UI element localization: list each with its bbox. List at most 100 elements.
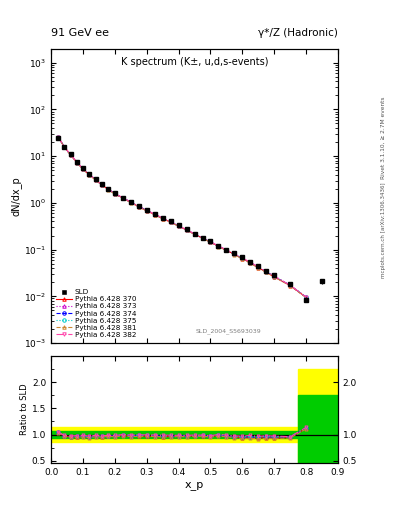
Pythia 6.428 381 [56,134,61,140]
Pythia 6.428 382 [100,182,105,188]
Pythia 6.428 375 [81,166,85,172]
Pythia 6.428 375 [136,203,141,209]
Pythia 6.428 381 [106,186,111,193]
Pythia 6.428 370 [75,160,80,166]
Pythia 6.428 381 [100,182,105,188]
Pythia 6.428 370 [106,186,111,193]
Y-axis label: dN/dx_p: dN/dx_p [10,176,21,216]
Pythia 6.428 375 [100,182,105,188]
Pythia 6.428 373 [100,182,105,188]
Pythia 6.428 375 [288,282,292,288]
Pythia 6.428 382 [272,273,277,279]
Pythia 6.428 373 [144,207,149,214]
Pythia 6.428 375 [176,223,181,229]
Legend: SLD, Pythia 6.428 370, Pythia 6.428 373, Pythia 6.428 374, Pythia 6.428 375, Pyt: SLD, Pythia 6.428 370, Pythia 6.428 373,… [55,288,138,339]
Pythia 6.428 381 [272,274,277,280]
Pythia 6.428 370 [224,247,229,253]
Pythia 6.428 374 [200,235,205,241]
Pythia 6.428 382 [87,172,92,178]
Pythia 6.428 374 [112,191,117,197]
Line: Pythia 6.428 373: Pythia 6.428 373 [57,135,308,298]
Pythia 6.428 370 [62,144,67,151]
Pythia 6.428 374 [56,134,61,140]
Pythia 6.428 370 [208,239,213,245]
Pythia 6.428 381 [120,195,125,201]
Pythia 6.428 370 [184,227,189,233]
Pythia 6.428 374 [94,177,98,183]
Pythia 6.428 373 [200,235,205,241]
Pythia 6.428 375 [56,134,61,140]
Pythia 6.428 381 [288,283,292,289]
Text: Rivet 3.1.10, ≥ 2.7M events: Rivet 3.1.10, ≥ 2.7M events [381,97,386,180]
Pythia 6.428 382 [112,190,117,197]
Pythia 6.428 374 [248,260,253,266]
Pythia 6.428 373 [256,264,261,270]
Pythia 6.428 375 [224,247,229,253]
Pythia 6.428 381 [208,239,213,245]
Pythia 6.428 370 [232,251,237,258]
Pythia 6.428 370 [168,219,173,225]
Pythia 6.428 373 [192,231,197,237]
Pythia 6.428 374 [152,211,157,218]
Pythia 6.428 375 [256,264,261,270]
Pythia 6.428 373 [272,273,277,279]
Pythia 6.428 370 [94,177,98,183]
Pythia 6.428 375 [144,207,149,214]
Pythia 6.428 374 [62,144,67,150]
Pythia 6.428 374 [208,239,213,245]
Pythia 6.428 374 [256,264,261,270]
Pythia 6.428 374 [192,231,197,237]
Pythia 6.428 382 [144,207,149,214]
Pythia 6.428 382 [62,144,67,150]
Pythia 6.428 382 [56,134,61,140]
Pythia 6.428 382 [120,195,125,201]
Pythia 6.428 373 [216,243,221,249]
Pythia 6.428 370 [216,243,221,249]
Pythia 6.428 370 [56,134,61,140]
Y-axis label: Ratio to SLD: Ratio to SLD [20,384,29,435]
Pythia 6.428 370 [176,223,181,229]
Pythia 6.428 375 [248,260,253,266]
Pythia 6.428 370 [68,152,73,158]
Pythia 6.428 373 [75,159,80,165]
Text: mcplots.cern.ch [arXiv:1306.3436]: mcplots.cern.ch [arXiv:1306.3436] [381,183,386,278]
Pythia 6.428 382 [152,211,157,217]
Pythia 6.428 373 [224,247,229,253]
Pythia 6.428 374 [304,294,309,301]
Pythia 6.428 374 [176,223,181,229]
Pythia 6.428 373 [56,134,61,140]
Pythia 6.428 374 [68,152,73,158]
Pythia 6.428 370 [100,182,105,188]
Line: Pythia 6.428 375: Pythia 6.428 375 [57,135,308,298]
Pythia 6.428 374 [136,203,141,209]
Pythia 6.428 382 [136,203,141,209]
Bar [298,369,338,463]
Pythia 6.428 374 [168,219,173,225]
Pythia 6.428 382 [208,239,213,245]
Pythia 6.428 382 [94,177,98,183]
Pythia 6.428 373 [129,199,133,205]
Pythia 6.428 375 [264,268,269,274]
Pythia 6.428 381 [129,200,133,206]
Pythia 6.428 381 [168,219,173,225]
Pythia 6.428 373 [264,268,269,274]
Pythia 6.428 375 [200,235,205,241]
Text: K spectrum (K±, u,d,s-events): K spectrum (K±, u,d,s-events) [121,57,268,68]
Pythia 6.428 374 [106,186,111,193]
Pythia 6.428 373 [232,251,237,257]
Pythia 6.428 375 [304,294,309,300]
Pythia 6.428 370 [256,265,261,271]
Pythia 6.428 382 [240,255,245,261]
Pythia 6.428 375 [168,219,173,225]
Pythia 6.428 381 [144,208,149,214]
Pythia 6.428 375 [184,227,189,233]
Pythia 6.428 370 [136,204,141,210]
Pythia 6.428 381 [136,204,141,210]
Line: Pythia 6.428 382: Pythia 6.428 382 [57,135,308,298]
Pythia 6.428 374 [240,255,245,262]
Pythia 6.428 382 [264,268,269,274]
Pythia 6.428 375 [129,199,133,205]
Pythia 6.428 373 [62,144,67,150]
Pythia 6.428 381 [75,160,80,166]
Pythia 6.428 375 [160,215,165,221]
